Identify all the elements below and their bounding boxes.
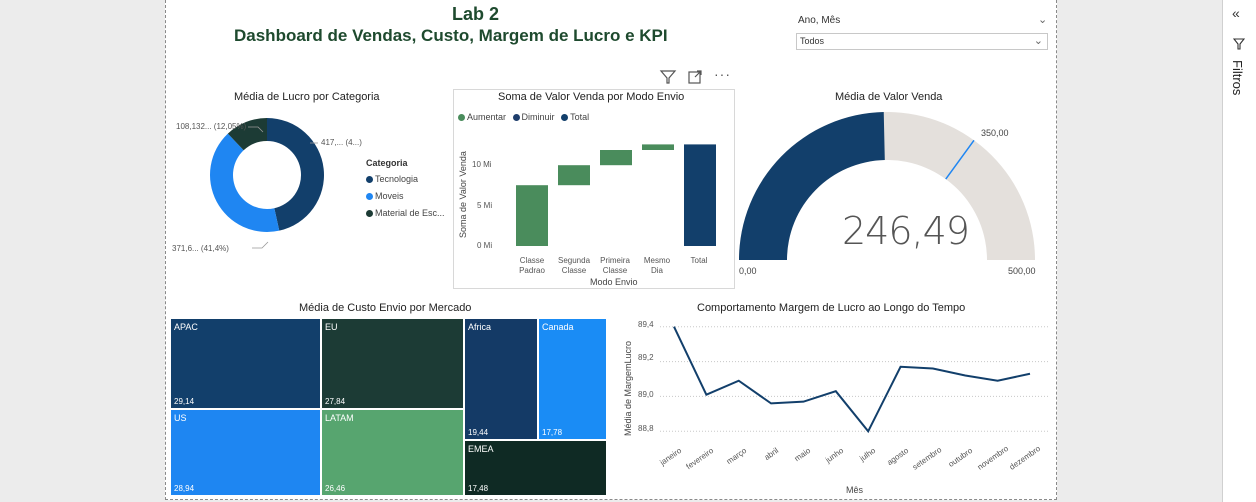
treemap-cell-canada[interactable]: Canada 17,78 — [538, 318, 607, 440]
waterfall-bar[interactable] — [684, 144, 716, 246]
line-ytick: 89,2 — [638, 353, 654, 362]
legend-dot-icon — [366, 210, 373, 218]
waterfall-ytick: 5 Mi — [477, 201, 493, 210]
line-series-margem — [673, 326, 1031, 434]
slicer-value: Todos — [800, 36, 825, 46]
waterfall-bar[interactable] — [642, 144, 674, 150]
report-title: Lab 2 — [452, 4, 500, 24]
waterfall-xtick: Mesmo Dia — [643, 256, 671, 275]
donut-chart[interactable] — [170, 110, 460, 270]
treemap-title: Média de Custo Envio por Mercado — [299, 302, 472, 314]
waterfall-ylabel: Soma de Valor Venda — [458, 151, 468, 238]
gauge-target: 350,00 — [981, 128, 1009, 138]
filters-pane[interactable] — [1222, 0, 1256, 502]
line-xtick: abril — [762, 446, 781, 463]
focus-mode-icon[interactable] — [687, 69, 703, 85]
line-xtick: março — [724, 446, 748, 467]
line-ylabel: Média de MargemLucro — [623, 340, 633, 436]
line-xtick: maio — [793, 446, 813, 464]
waterfall-chart[interactable] — [500, 130, 730, 255]
donut-label-moveis: 371,6... (41,4%) — [172, 244, 229, 253]
donut-legend-item[interactable]: Material de Esc... — [366, 208, 445, 218]
donut-slice-material — [227, 118, 267, 151]
slicer-label: Ano, Mês — [798, 15, 841, 26]
gauge-target-line — [945, 139, 975, 180]
line-xtick: setembro — [910, 445, 944, 472]
donut-legend-item[interactable]: Tecnologia — [366, 174, 418, 184]
waterfall-xlabel: Modo Envio — [590, 277, 638, 287]
donut-title: Média de Lucro por Categoria — [234, 91, 380, 103]
donut-label-tecnologia: 417,... (4...) — [321, 138, 362, 147]
line-xtick: fevereiro — [684, 446, 716, 472]
gauge-chart[interactable] — [735, 105, 1050, 265]
waterfall-xtick: Primeira Classe — [600, 256, 630, 275]
line-ytick: 88,8 — [638, 424, 654, 433]
line-xtick: dezembro — [1007, 443, 1043, 472]
slicer-collapse-icon[interactable]: ⌄ — [1038, 14, 1048, 26]
legend-dot-icon — [512, 114, 520, 122]
treemap-cell-africa[interactable]: Africa 19,44 — [464, 318, 538, 440]
gauge-title: Média de Valor Venda — [835, 91, 943, 103]
waterfall-title: Soma de Valor Venda por Modo Envio — [498, 91, 685, 103]
gauge-value: 246,49 — [842, 209, 970, 253]
waterfall-ytick: 0 Mi — [477, 241, 493, 250]
line-ytick: 89,0 — [638, 390, 654, 399]
waterfall-legend: Aumentar Diminuir Total — [458, 112, 589, 122]
legend-dot-icon — [458, 114, 465, 122]
legend-dot-icon — [366, 176, 373, 184]
line-xtick: novembro — [975, 443, 1010, 472]
waterfall-xtick: Segunda Classe — [557, 256, 591, 275]
line-xtick: junho — [823, 446, 845, 465]
waterfall-ytick: 10 Mi — [472, 160, 492, 169]
gauge-fill — [739, 112, 885, 261]
waterfall-xtick: Total — [690, 256, 708, 265]
filters-pane-label[interactable]: Filtros — [1230, 60, 1245, 96]
waterfall-xtick: Classe Padrao — [519, 256, 545, 275]
legend-dot-icon — [366, 193, 373, 201]
more-options-icon[interactable]: ··· — [714, 66, 731, 82]
treemap-chart[interactable]: APAC 29,14 EU 27,84 Africa 19,44 Canada 17,7… — [170, 318, 607, 496]
donut-legend-item[interactable]: Moveis — [366, 191, 404, 201]
treemap-cell-emea[interactable]: EMEA 17,48 — [464, 440, 607, 496]
gauge-max: 500,00 — [1008, 266, 1036, 276]
report-subtitle: Dashboard de Vendas, Custo, Margem de Lu… — [234, 26, 668, 45]
line-xtick: agosto — [884, 446, 910, 468]
waterfall-visual-border — [453, 89, 735, 289]
donut-label-material: 108,132... (12,05%) — [176, 122, 247, 131]
line-chart[interactable] — [660, 318, 1050, 440]
waterfall-bar[interactable] — [558, 165, 590, 186]
donut-legend-title: Categoria — [366, 158, 408, 168]
line-ytick: 89,4 — [638, 320, 654, 329]
donut-slice-moveis — [210, 133, 280, 232]
line-xticks: janeiro fevereiro março abril maio junho julho… — [658, 440, 1050, 485]
waterfall-bar[interactable] — [516, 185, 548, 246]
filter-icon — [1233, 38, 1245, 50]
donut-slice-tecnologia — [267, 118, 324, 231]
treemap-cell-eu[interactable]: EU 27,84 — [321, 318, 464, 409]
waterfall-bar[interactable] — [600, 150, 632, 166]
treemap-cell-apac[interactable]: APAC 29,14 — [170, 318, 321, 409]
line-xlabel: Mês — [846, 485, 864, 495]
legend-dot-icon — [561, 114, 569, 122]
line-xtick: julho — [858, 446, 878, 464]
line-xtick: outubro — [947, 446, 975, 469]
slicer-dropdown[interactable]: Todos ⌄ — [796, 33, 1048, 50]
collapse-pane-icon[interactable]: « — [1232, 5, 1240, 21]
gauge-min: 0,00 — [739, 266, 757, 276]
treemap-cell-latam[interactable]: LATAM 26,46 — [321, 409, 464, 496]
treemap-cell-us[interactable]: US 28,94 — [170, 409, 321, 496]
line-title: Comportamento Margem de Lucro ao Longo d… — [697, 302, 966, 314]
chevron-down-icon: ⌄ — [1033, 35, 1043, 47]
filter-icon[interactable] — [659, 69, 677, 85]
